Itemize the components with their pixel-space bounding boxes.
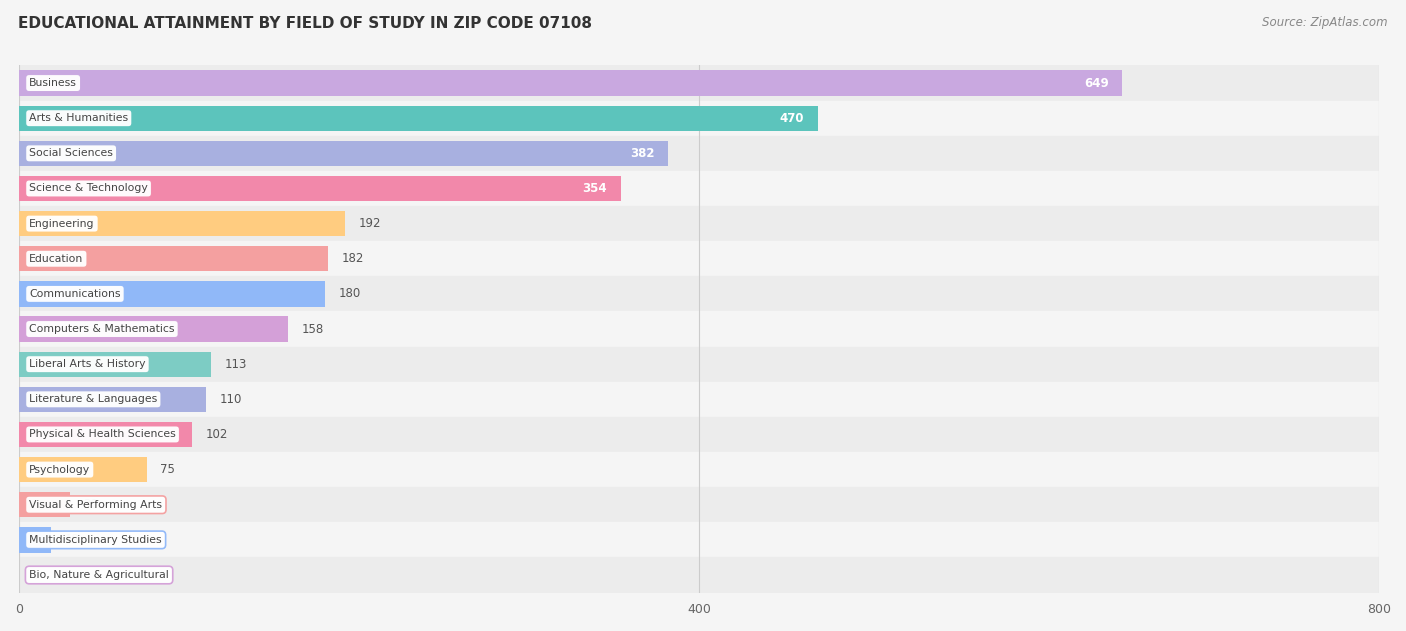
Text: 382: 382 [630, 147, 655, 160]
Text: EDUCATIONAL ATTAINMENT BY FIELD OF STUDY IN ZIP CODE 07108: EDUCATIONAL ATTAINMENT BY FIELD OF STUDY… [18, 16, 592, 31]
Bar [20, 276, 1379, 312]
Text: Literature & Languages: Literature & Languages [30, 394, 157, 404]
Text: Engineering: Engineering [30, 218, 94, 228]
Text: 192: 192 [359, 217, 381, 230]
Text: 113: 113 [225, 358, 247, 370]
Bar [20, 176, 621, 201]
Text: Multidisciplinary Studies: Multidisciplinary Studies [30, 535, 162, 545]
Bar [20, 382, 1379, 417]
Text: Psychology: Psychology [30, 464, 90, 475]
Bar [20, 417, 1379, 452]
Bar [20, 206, 1379, 241]
Bar [20, 246, 329, 271]
Text: Computers & Mathematics: Computers & Mathematics [30, 324, 174, 334]
Bar [20, 457, 146, 482]
Text: 182: 182 [342, 252, 364, 265]
Bar [20, 141, 668, 166]
Text: 158: 158 [301, 322, 323, 336]
Bar [20, 557, 1379, 593]
Text: Arts & Humanities: Arts & Humanities [30, 113, 128, 123]
Text: Education: Education [30, 254, 83, 264]
Text: 19: 19 [65, 533, 80, 546]
Bar [20, 351, 211, 377]
Text: 470: 470 [780, 112, 804, 125]
Bar [20, 492, 70, 517]
Text: Source: ZipAtlas.com: Source: ZipAtlas.com [1263, 16, 1388, 29]
Bar [20, 346, 1379, 382]
Text: Liberal Arts & History: Liberal Arts & History [30, 359, 146, 369]
Text: 0: 0 [32, 569, 39, 582]
Text: Physical & Health Sciences: Physical & Health Sciences [30, 430, 176, 439]
Text: 180: 180 [339, 287, 361, 300]
Bar [20, 281, 325, 307]
Bar [20, 387, 207, 412]
Bar [20, 241, 1379, 276]
Bar [20, 71, 1122, 96]
Bar [20, 211, 346, 236]
Bar [20, 316, 288, 341]
Bar [20, 528, 51, 553]
Text: Bio, Nature & Agricultural: Bio, Nature & Agricultural [30, 570, 169, 580]
Bar [20, 66, 1379, 100]
Text: 102: 102 [207, 428, 228, 441]
Bar [20, 136, 1379, 171]
Text: Business: Business [30, 78, 77, 88]
Bar [20, 452, 1379, 487]
Bar [20, 422, 193, 447]
Text: 75: 75 [160, 463, 174, 476]
Bar [20, 487, 1379, 522]
Text: 110: 110 [219, 393, 242, 406]
Text: Science & Technology: Science & Technology [30, 184, 148, 194]
Bar [20, 100, 1379, 136]
Bar [20, 312, 1379, 346]
Text: Visual & Performing Arts: Visual & Performing Arts [30, 500, 162, 510]
Bar [20, 105, 818, 131]
Bar [20, 522, 1379, 557]
Bar [20, 171, 1379, 206]
Text: Communications: Communications [30, 289, 121, 299]
Text: 649: 649 [1084, 76, 1109, 90]
Text: Social Sciences: Social Sciences [30, 148, 112, 158]
Text: 30: 30 [83, 498, 98, 511]
Text: 354: 354 [582, 182, 607, 195]
